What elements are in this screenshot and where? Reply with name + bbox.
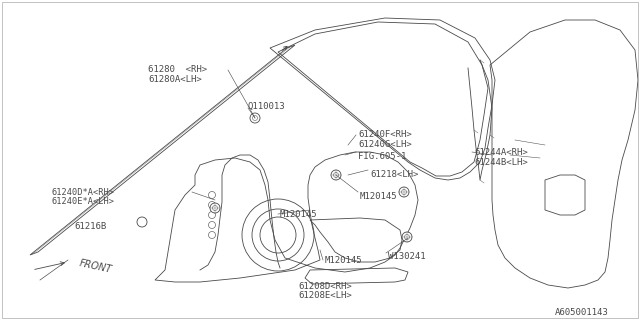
Text: 61208E<LH>: 61208E<LH>: [298, 291, 352, 300]
Text: 61240F<RH>: 61240F<RH>: [358, 130, 412, 139]
Text: 61244B<LH>: 61244B<LH>: [474, 158, 528, 167]
Circle shape: [210, 203, 220, 213]
Text: 61244A<RH>: 61244A<RH>: [474, 148, 528, 157]
Text: 61240D*A<RH>: 61240D*A<RH>: [52, 188, 115, 197]
Text: 61240G<LH>: 61240G<LH>: [358, 140, 412, 149]
Text: FIG.605-1: FIG.605-1: [358, 152, 406, 161]
Text: M120145: M120145: [325, 256, 363, 265]
Text: 61218<LH>: 61218<LH>: [370, 170, 419, 179]
Text: M120145: M120145: [360, 192, 397, 201]
Circle shape: [331, 170, 341, 180]
Text: W130241: W130241: [388, 252, 426, 261]
Text: Q110013: Q110013: [248, 102, 285, 111]
Text: 61240E*A<LH>: 61240E*A<LH>: [52, 197, 115, 206]
Text: M120145: M120145: [280, 210, 317, 219]
Circle shape: [137, 217, 147, 227]
Circle shape: [402, 232, 412, 242]
Circle shape: [250, 113, 260, 123]
Text: 61208D<RH>: 61208D<RH>: [298, 282, 352, 291]
Text: A605001143: A605001143: [555, 308, 609, 317]
Circle shape: [399, 187, 409, 197]
Text: FRONT: FRONT: [78, 258, 113, 275]
Text: 61280  <RH>: 61280 <RH>: [148, 65, 207, 74]
Text: 61216B: 61216B: [74, 222, 106, 231]
Text: 61280A<LH>: 61280A<LH>: [148, 75, 202, 84]
